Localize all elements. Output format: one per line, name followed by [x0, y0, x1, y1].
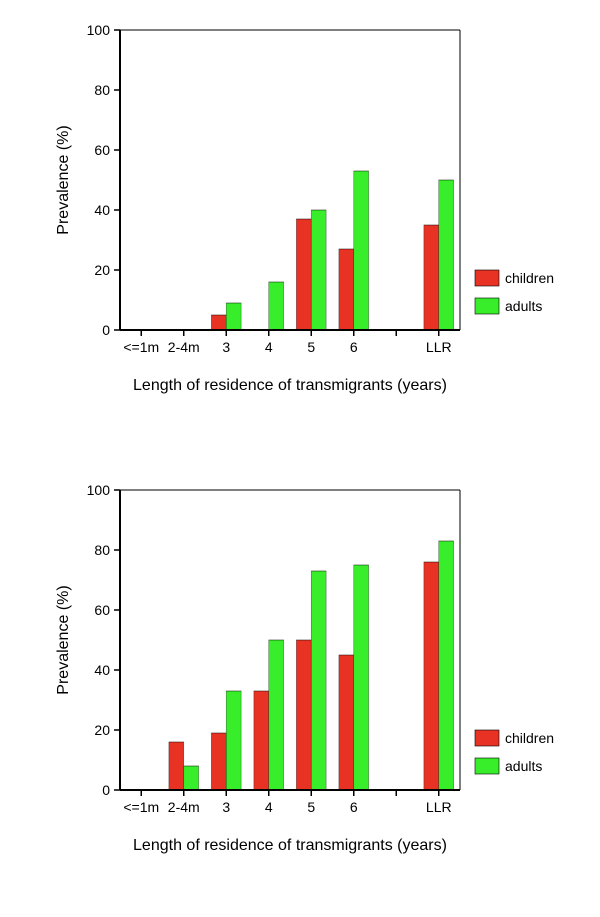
y-tick-label: 100: [87, 482, 111, 498]
bar-children: [339, 249, 354, 330]
page: 020406080100<=1m2-4m3456LLRPrevalence (%…: [0, 0, 600, 917]
bar-children: [424, 562, 439, 790]
y-tick-label: 100: [87, 22, 111, 38]
y-tick-label: 40: [94, 202, 110, 218]
x-tick-label: 5: [307, 339, 315, 355]
x-tick-label: 4: [265, 339, 273, 355]
legend-label: adults: [505, 758, 542, 774]
y-axis-label: Prevalence (%): [55, 125, 72, 234]
y-tick-label: 0: [102, 322, 110, 338]
x-tick-label: LLR: [426, 339, 452, 355]
bar-adults: [311, 210, 326, 330]
y-tick-label: 0: [102, 782, 110, 798]
x-tick-label: 4: [265, 799, 273, 815]
x-tick-label: 2-4m: [168, 799, 200, 815]
bar-adults: [269, 640, 284, 790]
bar-children: [296, 640, 311, 790]
x-tick-label: 3: [222, 339, 230, 355]
bar-adults: [354, 171, 369, 330]
bar-children: [211, 733, 226, 790]
legend-label: adults: [505, 298, 542, 314]
x-tick-label: 2-4m: [168, 339, 200, 355]
y-tick-label: 20: [94, 262, 110, 278]
y-tick-label: 60: [94, 142, 110, 158]
bar-adults: [184, 766, 199, 790]
legend-swatch: [475, 730, 499, 746]
y-tick-label: 20: [94, 722, 110, 738]
bar-children: [211, 315, 226, 330]
x-axis-label: Length of residence of transmigrants (ye…: [133, 377, 447, 394]
bar-children: [424, 225, 439, 330]
bar-children: [339, 655, 354, 790]
x-tick-label: 5: [307, 799, 315, 815]
bar-adults: [226, 303, 241, 330]
x-tick-label: 6: [350, 799, 358, 815]
legend-swatch: [475, 298, 499, 314]
bar-adults: [269, 282, 284, 330]
bar-adults: [311, 571, 326, 790]
x-tick-label: LLR: [426, 799, 452, 815]
y-tick-label: 60: [94, 602, 110, 618]
bar-adults: [226, 691, 241, 790]
x-tick-label: <=1m: [123, 339, 159, 355]
y-axis-label: Prevalence (%): [55, 585, 72, 694]
x-tick-label: 6: [350, 339, 358, 355]
bar-adults: [439, 180, 454, 330]
chart-svg: 0 20 40 60 80 100 <=1m 2-4m 3 4 5 6 LLR Prevalence (%…: [40, 470, 590, 900]
x-tick-label: <=1m: [123, 799, 159, 815]
legend-swatch: [475, 758, 499, 774]
x-axis-label: Length of residence of transmigrants (ye…: [133, 837, 447, 854]
legend-label: children: [505, 270, 554, 286]
legend-label: children: [505, 730, 554, 746]
bar-children: [254, 691, 269, 790]
y-tick-label: 40: [94, 662, 110, 678]
y-tick-label: 80: [94, 82, 110, 98]
chart-top: 0 20 40 60 80 100 <=1m 2-4m 3 4 5 6 LLR Prevalence (%…: [40, 10, 590, 440]
legend-swatch: [475, 270, 499, 286]
bar-adults: [439, 541, 454, 790]
bar-children: [169, 742, 184, 790]
chart-svg: 0 20 40 60 80 100 <=1m 2-4m 3 4 5 6 LLR Prevalence (%…: [40, 10, 590, 440]
y-tick-label: 80: [94, 542, 110, 558]
bar-adults: [354, 565, 369, 790]
x-tick-label: 3: [222, 799, 230, 815]
bar-children: [296, 219, 311, 330]
chart-bottom: 0 20 40 60 80 100 <=1m 2-4m 3 4 5 6 LLR Prevalence (%…: [40, 470, 590, 900]
